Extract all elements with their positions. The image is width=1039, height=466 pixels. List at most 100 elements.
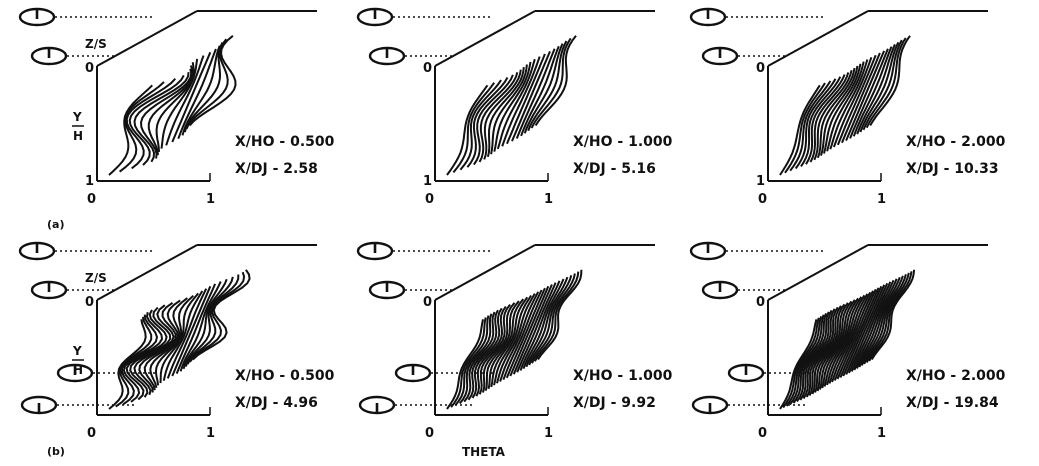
profile-curve — [833, 290, 874, 381]
y-tick-0: 0 — [756, 295, 765, 310]
profile-curve — [868, 271, 913, 362]
profile-curve — [509, 285, 550, 377]
profile-curve — [108, 84, 153, 176]
profile-curve — [478, 304, 511, 395]
profile-curve — [446, 84, 489, 176]
profile-curve — [165, 55, 205, 146]
profile-curve — [115, 316, 153, 408]
profile-curve — [482, 302, 516, 393]
profile-curve — [183, 41, 224, 133]
profile-curve — [525, 276, 569, 368]
profile-curve — [811, 303, 846, 395]
profile-curve — [849, 48, 889, 139]
profile-curve — [856, 44, 896, 135]
profile-curve — [792, 313, 827, 404]
profile-curve — [839, 287, 880, 378]
profile-curve — [537, 269, 583, 361]
profile-curve — [182, 278, 228, 370]
profile-curve — [856, 278, 898, 369]
profile-curve — [499, 291, 540, 382]
profile-curve — [189, 271, 246, 363]
profile-curve — [154, 294, 194, 386]
profile-curve — [454, 315, 490, 406]
depth-axis — [767, 10, 869, 67]
profile-curve — [162, 290, 204, 381]
profile-curve — [466, 76, 509, 168]
profile-curve — [490, 296, 529, 388]
profile-curve — [490, 64, 528, 155]
jet-ellipse-mid-icon — [30, 280, 68, 300]
profile-curve — [816, 67, 856, 159]
profile-curve — [467, 309, 499, 401]
jet-ellipse-lower-icon — [394, 363, 432, 383]
profile-curve — [779, 84, 821, 176]
profile-curve — [143, 299, 181, 391]
y-label-bottom: H — [73, 363, 83, 377]
profile-curve — [512, 284, 553, 375]
jet-ellipse-top-icon — [689, 7, 727, 27]
profile-curve — [845, 50, 886, 141]
profile-curve — [858, 276, 901, 368]
profile-curve — [133, 71, 190, 163]
profile-curve — [171, 285, 212, 377]
jet-ellipse-top-icon — [18, 7, 56, 27]
y-label-top: Y — [72, 110, 82, 124]
profile-curve — [845, 284, 886, 375]
profile-curve — [484, 300, 520, 391]
profile-curve — [832, 56, 873, 148]
profile-curve — [523, 43, 564, 134]
profile-curve — [853, 279, 895, 371]
profile-curve — [166, 288, 208, 379]
profile-curve — [515, 48, 556, 139]
profile-curves — [108, 35, 237, 176]
profile-curve — [446, 319, 484, 410]
profile-curve — [802, 308, 836, 399]
profile-curve — [459, 313, 493, 405]
profile-curve — [796, 311, 830, 403]
profile-curves — [779, 269, 916, 410]
y-tick-0: 0 — [756, 61, 765, 76]
profile-curve — [155, 62, 195, 152]
profile-curve — [842, 285, 883, 377]
profile-curves — [446, 269, 583, 410]
profile-curve — [159, 292, 199, 384]
x-tick-1: 1 — [206, 192, 215, 207]
y-tick-1: 1 — [85, 174, 94, 189]
profile-curve — [496, 293, 536, 384]
profile-curve — [862, 39, 903, 131]
z-label: Z/S — [85, 37, 107, 51]
depth-axis — [434, 10, 536, 67]
profile-curve — [511, 51, 551, 142]
profile-curve — [831, 291, 872, 383]
annotation-xdj: X/DJ - 5.16 — [573, 161, 656, 177]
profile-curve — [506, 53, 546, 145]
profile-curve — [501, 56, 541, 147]
profile-curve — [496, 58, 536, 150]
jet-ellipse-mid-icon — [701, 46, 739, 66]
profile-curve — [129, 306, 172, 398]
profile-curve — [805, 306, 839, 398]
jet-ellipse-mid-icon — [368, 46, 406, 66]
profile-curve — [782, 317, 820, 409]
panel-3: 0 1 0 1 X/HO - 2.000 X/DJ - 10.33 — [689, 7, 1006, 207]
profile-curve — [185, 38, 229, 130]
profile-curve — [122, 312, 164, 403]
jet-ellipse-lower-icon — [727, 363, 765, 383]
profile-curve — [459, 79, 502, 171]
x-tick-1: 1 — [877, 192, 886, 207]
profile-curve — [483, 69, 522, 160]
x-tick-0: 0 — [425, 426, 434, 441]
profile-curve — [188, 35, 237, 127]
annotation-xdj: X/DJ - 10.33 — [906, 161, 999, 177]
y-tick-1: 1 — [423, 174, 432, 189]
jet-ellipse-bottom-icon — [358, 395, 396, 415]
x-tick-0: 0 — [758, 192, 767, 207]
profile-curve — [534, 35, 577, 127]
profile-curve — [531, 273, 576, 364]
profile-curve — [487, 298, 524, 389]
profile-curve — [192, 269, 251, 361]
profile-curves — [779, 35, 911, 176]
profile-curve — [789, 80, 832, 172]
